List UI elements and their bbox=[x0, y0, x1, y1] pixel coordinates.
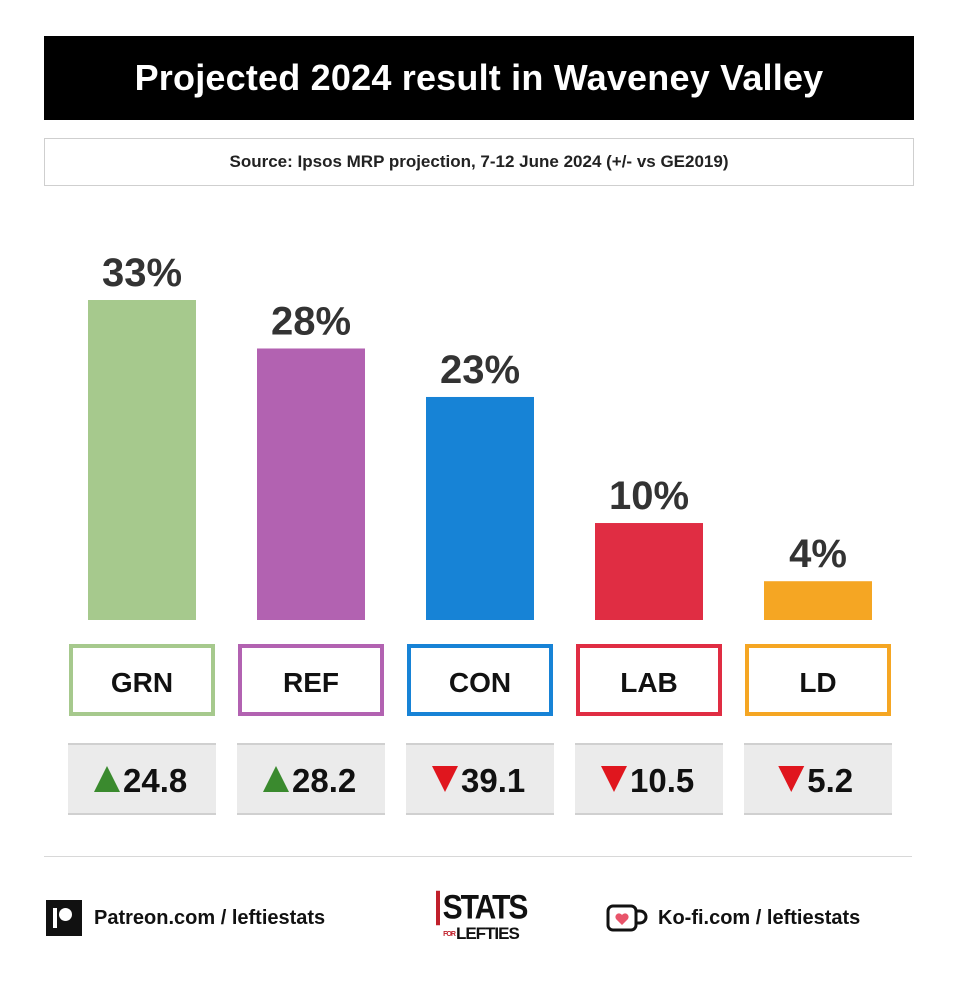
value-label-ld: 4% bbox=[789, 532, 847, 576]
bar-chart: 33% GRN 24.8 28% REF 28.2 23% CON 39.1 10% LAB 10.5… bbox=[68, 251, 892, 815]
kofi-text: Ko-fi.com / leftiestats bbox=[658, 906, 861, 929]
category-label-lab: LAB bbox=[620, 667, 678, 698]
bar-con bbox=[426, 396, 534, 620]
change-box-top-border-ref bbox=[237, 743, 385, 745]
value-label-con: 23% bbox=[440, 348, 520, 392]
chart-title: Projected 2024 result in Waveney Valley bbox=[44, 36, 914, 120]
logo-line2: LEFTIES bbox=[455, 923, 520, 943]
change-arrow-up-icon bbox=[94, 766, 120, 792]
change-box-bottom-border-ld bbox=[744, 813, 892, 815]
change-box-top-border-con bbox=[406, 743, 554, 745]
logo-for: FOR bbox=[443, 930, 456, 938]
change-box-top-border-grn bbox=[68, 743, 216, 745]
patreon-text: Patreon.com / leftiestats bbox=[94, 906, 326, 929]
category-box-con bbox=[407, 644, 553, 716]
source-note: Source: Ipsos MRP projection, 7-12 June … bbox=[44, 138, 914, 186]
change-box-bottom-border-lab bbox=[575, 813, 723, 815]
footer-divider bbox=[44, 856, 912, 857]
change-box-con bbox=[406, 743, 554, 815]
logo-line1: STATS bbox=[435, 890, 528, 925]
change-box-bottom-border-con bbox=[406, 813, 554, 815]
category-box-lab bbox=[576, 644, 722, 716]
category-box-ref bbox=[238, 644, 384, 716]
patreon-link[interactable]: Patreon.com / leftiestats bbox=[46, 898, 325, 938]
change-value-lab: 10.5 bbox=[630, 762, 694, 799]
change-box-ld bbox=[744, 743, 892, 815]
value-label-ref: 28% bbox=[271, 299, 351, 343]
change-box-bottom-border-ref bbox=[237, 813, 385, 815]
change-box-grn bbox=[68, 743, 216, 815]
change-arrow-up-icon bbox=[263, 766, 289, 792]
change-box-top-border-ld bbox=[744, 743, 892, 745]
change-arrow-down-icon bbox=[778, 766, 805, 792]
category-label-ref: REF bbox=[283, 667, 339, 698]
bar-ref bbox=[257, 348, 365, 620]
category-box-grn bbox=[69, 644, 215, 716]
bar-grn bbox=[88, 300, 196, 620]
change-box-ref bbox=[237, 743, 385, 815]
kofi-cup-icon bbox=[606, 903, 648, 933]
change-value-ref: 28.2 bbox=[292, 762, 356, 799]
value-label-lab: 10% bbox=[609, 474, 689, 518]
change-box-top-border-lab bbox=[575, 743, 723, 745]
change-box-lab bbox=[575, 743, 723, 815]
change-arrow-down-icon bbox=[432, 766, 458, 792]
stats-for-lefties-logo: STATS FORLEFTIES bbox=[435, 888, 528, 946]
patreon-icon bbox=[46, 900, 82, 936]
bar-ld bbox=[764, 581, 872, 620]
category-box-ld bbox=[745, 644, 891, 716]
change-box-bottom-border-grn bbox=[68, 813, 216, 815]
change-arrow-down-icon bbox=[601, 766, 627, 792]
kofi-link[interactable]: Ko-fi.com / leftiestats bbox=[606, 898, 860, 938]
category-label-con: CON bbox=[449, 667, 511, 698]
change-value-ld: 5.2 bbox=[807, 762, 853, 799]
category-label-ld: LD bbox=[799, 667, 836, 698]
category-label-grn: GRN bbox=[111, 667, 173, 698]
change-value-grn: 24.8 bbox=[123, 762, 187, 799]
value-label-grn: 33% bbox=[102, 251, 182, 295]
change-value-con: 39.1 bbox=[461, 762, 525, 799]
bar-lab bbox=[595, 523, 703, 620]
